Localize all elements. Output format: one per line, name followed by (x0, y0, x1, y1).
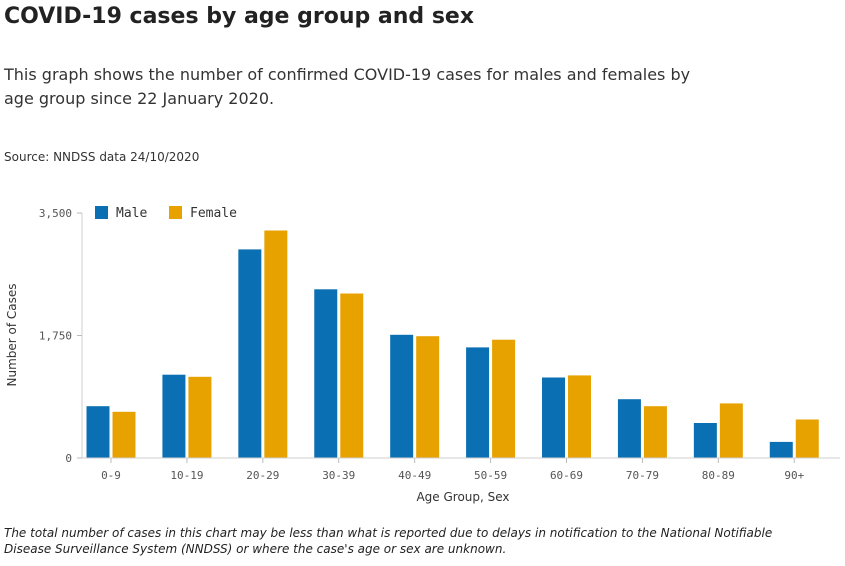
bar-female-80-89[interactable] (719, 403, 743, 458)
bar-female-0-9[interactable] (112, 411, 136, 458)
bar-male-10-19[interactable] (162, 374, 186, 458)
source-note: Source: NNDSS data 24/10/2020 (4, 150, 200, 164)
x-axis-label: Age Group, Sex (416, 490, 509, 504)
y-axis: 0 1,750 3,500 (39, 207, 83, 465)
x-tick-label: 40-49 (398, 469, 431, 482)
legend: Male Female (95, 206, 237, 221)
bar-male-30-39[interactable] (314, 289, 338, 458)
chart-description: This graph shows the number of confirmed… (4, 65, 691, 108)
legend-label-female: Female (190, 206, 237, 221)
x-tick-label: 80-89 (702, 469, 735, 482)
x-tick-label: 20-29 (246, 469, 279, 482)
bar-female-90+[interactable] (795, 419, 819, 459)
x-tick-label: 50-59 (474, 469, 507, 482)
y-axis-label: Number of Cases (5, 283, 19, 386)
x-tick-label: 10-19 (170, 469, 203, 482)
bar-female-40-49[interactable] (416, 336, 440, 458)
x-tick-label: 90+ (784, 469, 804, 482)
page-title: COVID-19 cases by age group and sex (4, 4, 475, 29)
legend-label-male: Male (116, 206, 147, 221)
bar-female-30-39[interactable] (340, 293, 364, 459)
x-tick-label: 70-79 (626, 469, 659, 482)
y-tick-label: 0 (65, 452, 72, 465)
bar-male-70-79[interactable] (617, 399, 641, 458)
bar-male-60-69[interactable] (542, 377, 566, 459)
bar-female-10-19[interactable] (188, 376, 212, 458)
y-tick-label: 1,750 (39, 330, 72, 343)
bar-male-50-59[interactable] (466, 347, 490, 458)
legend-swatch-male (95, 206, 108, 219)
y-tick-label: 3,500 (39, 207, 72, 220)
x-tick-label: 30-39 (322, 469, 355, 482)
bar-male-20-29[interactable] (238, 249, 262, 458)
bar-male-90+[interactable] (769, 441, 793, 458)
bar-female-20-29[interactable] (264, 230, 288, 459)
bar-female-60-69[interactable] (568, 375, 592, 458)
bar-male-40-49[interactable] (390, 334, 414, 458)
bar-male-80-89[interactable] (693, 423, 717, 458)
bar-chart: 0 1,750 3,500 0-9 10-19 20-29 30-39 40-49 50-59… (5, 206, 840, 504)
bars (86, 230, 819, 459)
bar-female-50-59[interactable] (492, 339, 516, 458)
bar-female-70-79[interactable] (643, 406, 667, 458)
bar-male-0-9[interactable] (86, 406, 110, 458)
x-tick-label: 0-9 (101, 469, 121, 482)
legend-swatch-female (169, 206, 182, 219)
x-tick-label: 60-69 (550, 469, 583, 482)
x-axis: 0-9 10-19 20-29 30-39 40-49 50-59 60-69 70-79 80… (82, 457, 840, 482)
footnote: The total number of cases in this chart … (4, 526, 773, 556)
